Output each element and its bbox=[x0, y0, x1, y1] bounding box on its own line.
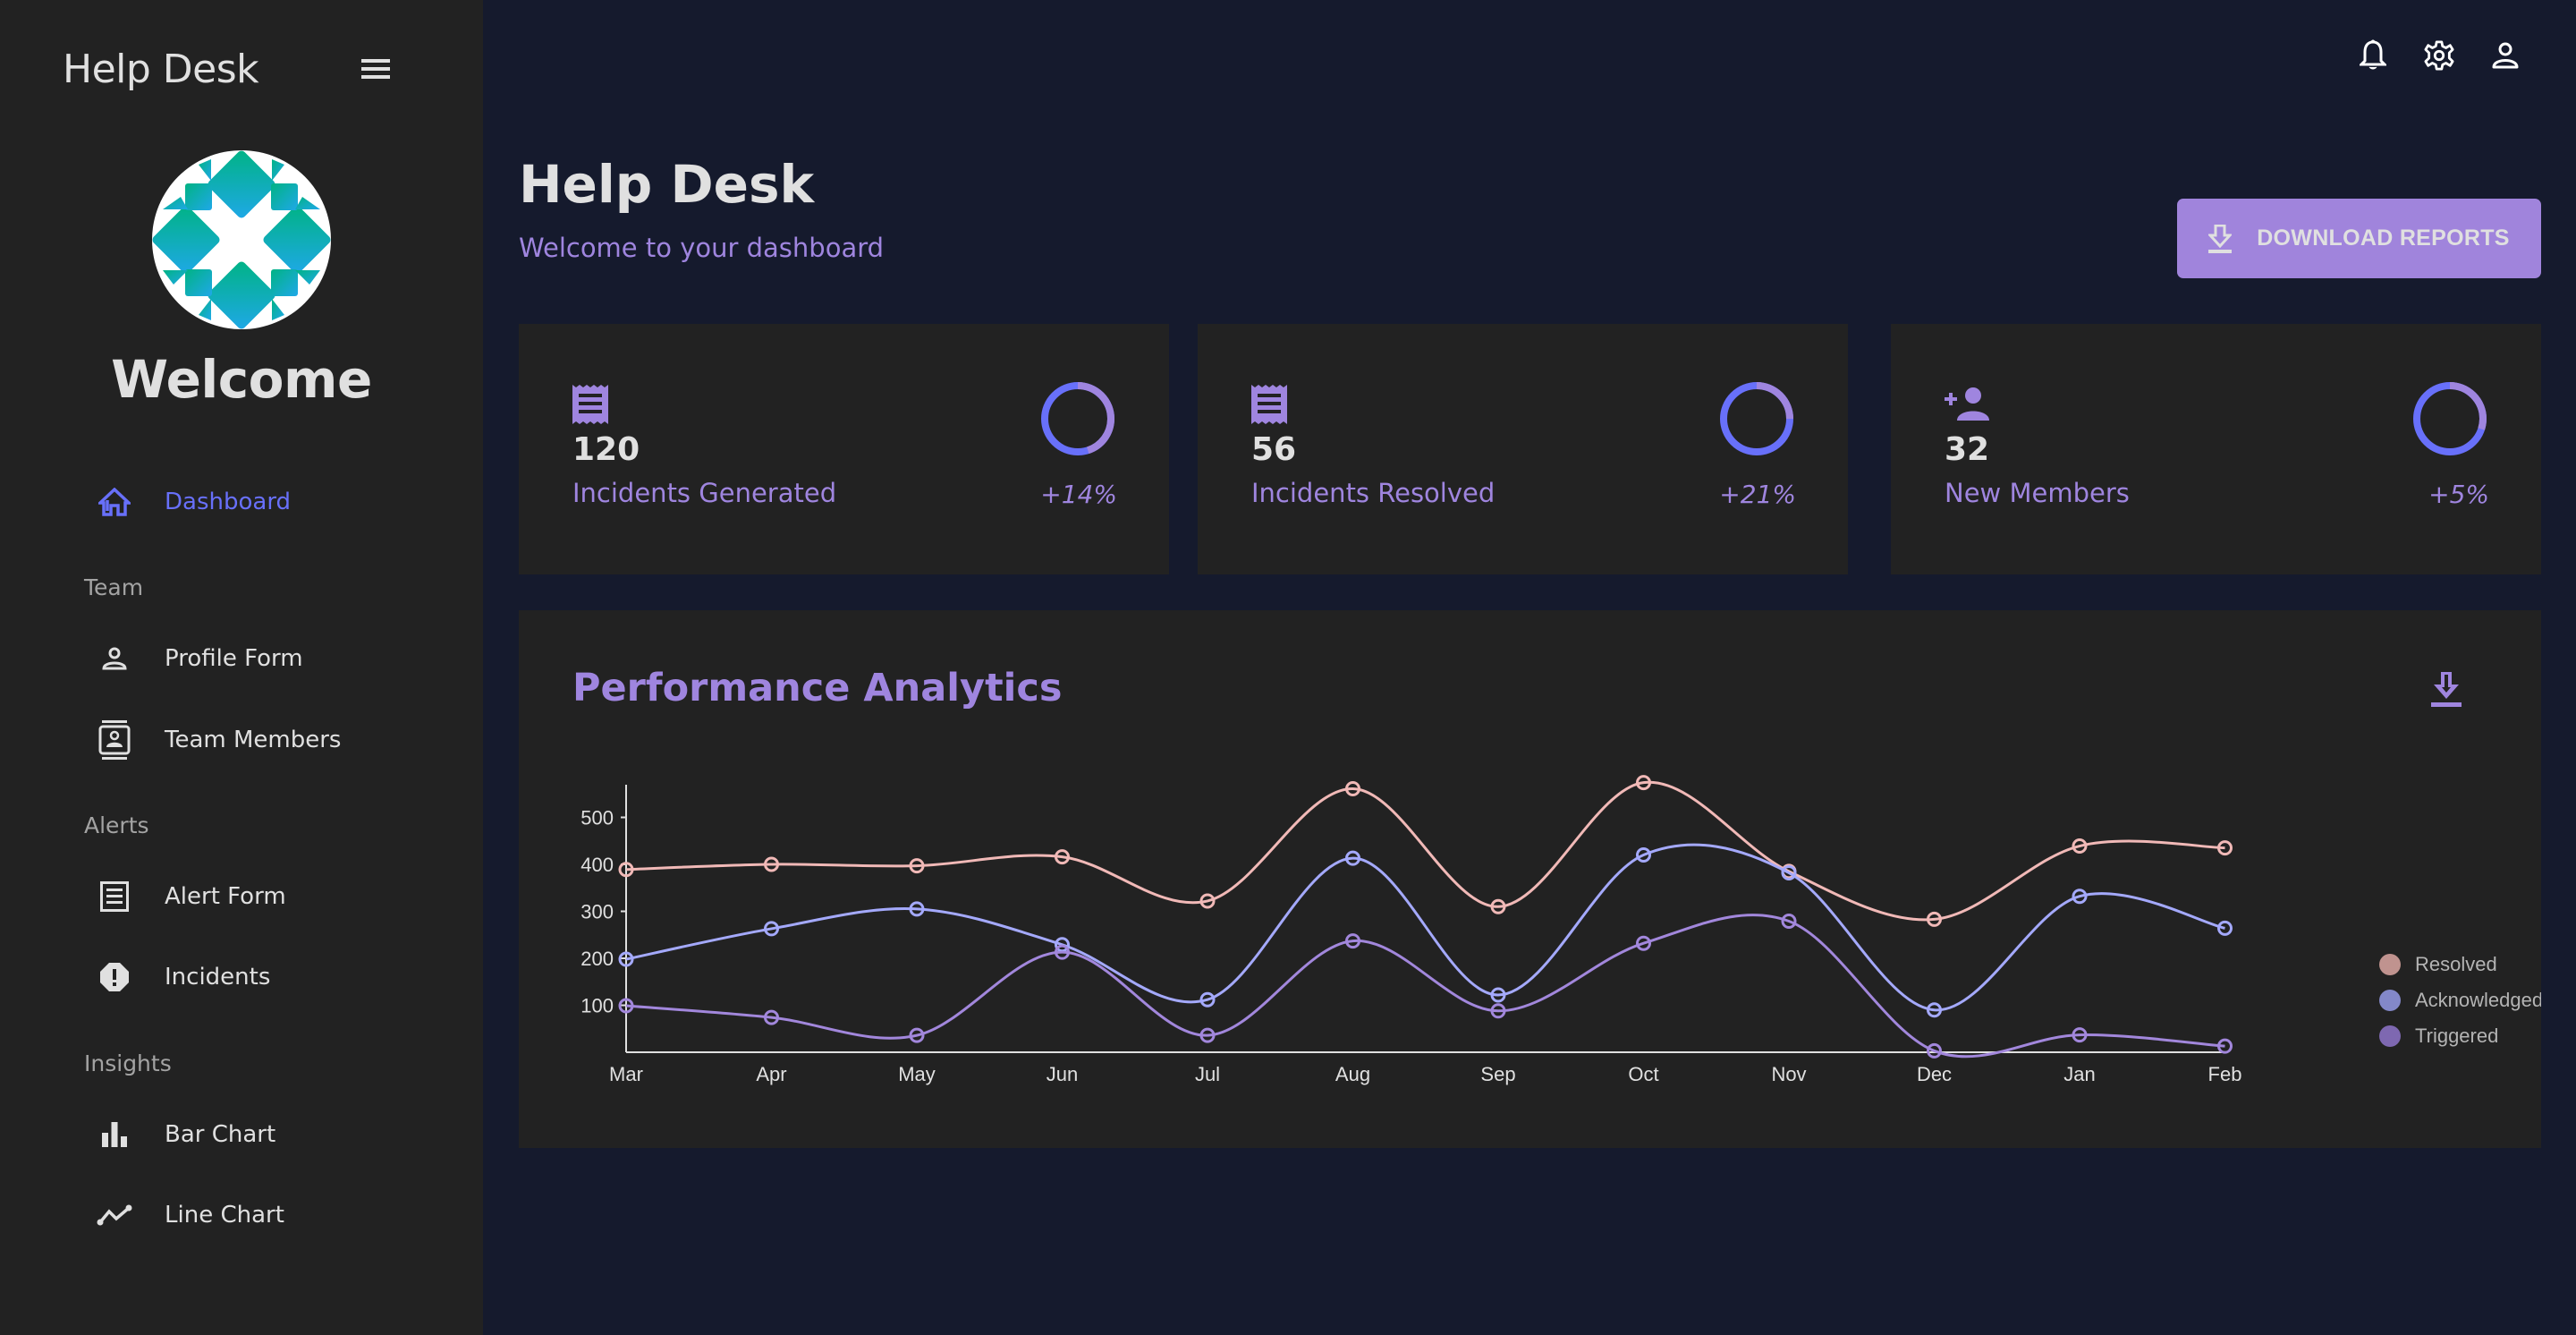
sidebar-item-label: Alert Form bbox=[165, 883, 286, 910]
receipt-icon bbox=[572, 385, 608, 424]
svg-text:Sep: Sep bbox=[1480, 1063, 1515, 1085]
notifications-button[interactable] bbox=[2358, 38, 2388, 73]
bar-chart-icon bbox=[89, 1117, 140, 1152]
svg-text:Feb: Feb bbox=[2208, 1063, 2242, 1085]
legend-label: Triggered bbox=[2415, 1025, 2499, 1047]
stat-value: 56 bbox=[1251, 431, 1297, 468]
legend-item: Acknowledged bbox=[2379, 982, 2541, 1018]
svg-text:300: 300 bbox=[580, 901, 614, 923]
legend-label: Resolved bbox=[2415, 953, 2497, 975]
legend-item: Resolved bbox=[2379, 947, 2541, 982]
stat-title: Incidents Generated bbox=[572, 478, 837, 508]
svg-text:Mar: Mar bbox=[609, 1063, 643, 1085]
svg-text:Apr: Apr bbox=[756, 1063, 786, 1085]
svg-text:Jun: Jun bbox=[1046, 1063, 1078, 1085]
profile-button[interactable] bbox=[2490, 38, 2521, 73]
sidebar-item-line-chart[interactable]: Line Chart bbox=[89, 1188, 447, 1242]
page-title: Help Desk bbox=[519, 154, 815, 215]
progress-ring bbox=[1041, 382, 1114, 455]
hamburger-line bbox=[361, 75, 390, 79]
sidebar-item-label: Profile Form bbox=[165, 645, 303, 672]
sidebar-brand: Help Desk bbox=[63, 47, 259, 92]
hamburger-icon bbox=[361, 59, 390, 63]
sidebar-section-alerts: Alerts bbox=[84, 812, 149, 838]
legend-swatch bbox=[2379, 990, 2401, 1011]
sidebar-item-bar-chart[interactable]: Bar Chart bbox=[89, 1108, 447, 1161]
menu-toggle-button[interactable] bbox=[361, 59, 390, 84]
chart-title: Performance Analytics bbox=[572, 666, 1063, 710]
progress-ring bbox=[1720, 382, 1793, 455]
logo-icon bbox=[152, 150, 331, 329]
report-icon bbox=[89, 959, 140, 995]
svg-text:May: May bbox=[898, 1063, 936, 1085]
sidebar-item-label: Team Members bbox=[165, 727, 342, 753]
legend-swatch bbox=[2379, 1025, 2401, 1047]
home-icon bbox=[89, 484, 140, 520]
sidebar-section-insights: Insights bbox=[84, 1050, 172, 1076]
performance-analytics-panel: Performance Analytics 100 200 300 400 500 Mar… bbox=[519, 610, 2541, 1148]
stat-title: New Members bbox=[1945, 478, 2130, 508]
legend-swatch bbox=[2379, 954, 2401, 975]
svg-text:Oct: Oct bbox=[1628, 1063, 1658, 1085]
download-reports-label: DOWNLOAD REPORTS bbox=[2257, 225, 2510, 251]
svg-text:200: 200 bbox=[580, 948, 614, 970]
svg-text:500: 500 bbox=[580, 807, 614, 829]
sidebar-item-label: Line Chart bbox=[165, 1202, 284, 1229]
settings-button[interactable] bbox=[2424, 38, 2454, 73]
welcome-text: Welcome bbox=[111, 349, 372, 410]
sidebar-item-label: Incidents bbox=[165, 964, 271, 991]
person-icon bbox=[2492, 42, 2519, 69]
bell-icon bbox=[2360, 39, 2386, 70]
sidebar-item-team-members[interactable]: Team Members bbox=[89, 713, 447, 767]
sidebar: Help Desk bbox=[0, 0, 483, 1335]
download-icon bbox=[2208, 224, 2233, 253]
sidebar-item-incidents[interactable]: Incidents bbox=[89, 950, 447, 1004]
stat-value: 32 bbox=[1945, 431, 1990, 468]
page-subtitle: Welcome to your dashboard bbox=[519, 233, 885, 263]
gear-icon bbox=[2424, 40, 2454, 71]
chart-legend: Resolved Acknowledged Triggered bbox=[2379, 947, 2541, 1054]
hamburger-line bbox=[361, 67, 390, 71]
stat-increase: +5% bbox=[2428, 480, 2489, 509]
line-chart: 100 200 300 400 500 Mar Apr May Jun Jul Aug Sep Oct N… bbox=[580, 775, 2242, 1085]
svg-text:Jan: Jan bbox=[2063, 1063, 2095, 1085]
stat-increase: +21% bbox=[1719, 480, 1796, 509]
sidebar-item-profile-form[interactable]: Profile Form bbox=[89, 632, 447, 685]
person-add-icon bbox=[1945, 387, 1989, 421]
chart-download-button[interactable] bbox=[2431, 671, 2467, 714]
stat-title: Incidents Resolved bbox=[1251, 478, 1496, 508]
progress-ring bbox=[2413, 382, 2487, 455]
download-icon bbox=[2431, 672, 2462, 707]
stat-card-new-members: 32 New Members +5% bbox=[1891, 324, 2541, 574]
sidebar-section-team: Team bbox=[84, 574, 144, 600]
svg-text:Aug: Aug bbox=[1335, 1063, 1370, 1085]
legend-item: Triggered bbox=[2379, 1018, 2541, 1054]
topbar-icons bbox=[2358, 38, 2521, 73]
sidebar-item-dashboard[interactable]: Dashboard bbox=[89, 475, 447, 529]
stat-value: 120 bbox=[572, 431, 640, 468]
svg-text:400: 400 bbox=[580, 854, 614, 876]
svg-text:Nov: Nov bbox=[1771, 1063, 1806, 1085]
person-outline-icon bbox=[89, 641, 140, 676]
avatar bbox=[152, 150, 331, 329]
stat-increase: +14% bbox=[1040, 480, 1117, 509]
sidebar-item-alert-form[interactable]: Alert Form bbox=[89, 870, 447, 923]
stat-card-incidents-resolved: 56 Incidents Resolved +21% bbox=[1198, 324, 1848, 574]
svg-text:Dec: Dec bbox=[1917, 1063, 1952, 1085]
download-reports-button[interactable]: DOWNLOAD REPORTS bbox=[2177, 199, 2541, 278]
stat-card-incidents-generated: 120 Incidents Generated +14% bbox=[519, 324, 1169, 574]
svg-text:100: 100 bbox=[580, 995, 614, 1017]
legend-label: Acknowledged bbox=[2415, 989, 2541, 1011]
receipt-icon bbox=[1251, 385, 1287, 424]
contacts-icon bbox=[89, 720, 140, 760]
sidebar-item-label: Dashboard bbox=[165, 489, 292, 515]
timeline-icon bbox=[89, 1197, 140, 1233]
receipt-icon bbox=[89, 879, 140, 914]
svg-text:Jul: Jul bbox=[1195, 1063, 1220, 1085]
sidebar-item-label: Bar Chart bbox=[165, 1121, 276, 1148]
